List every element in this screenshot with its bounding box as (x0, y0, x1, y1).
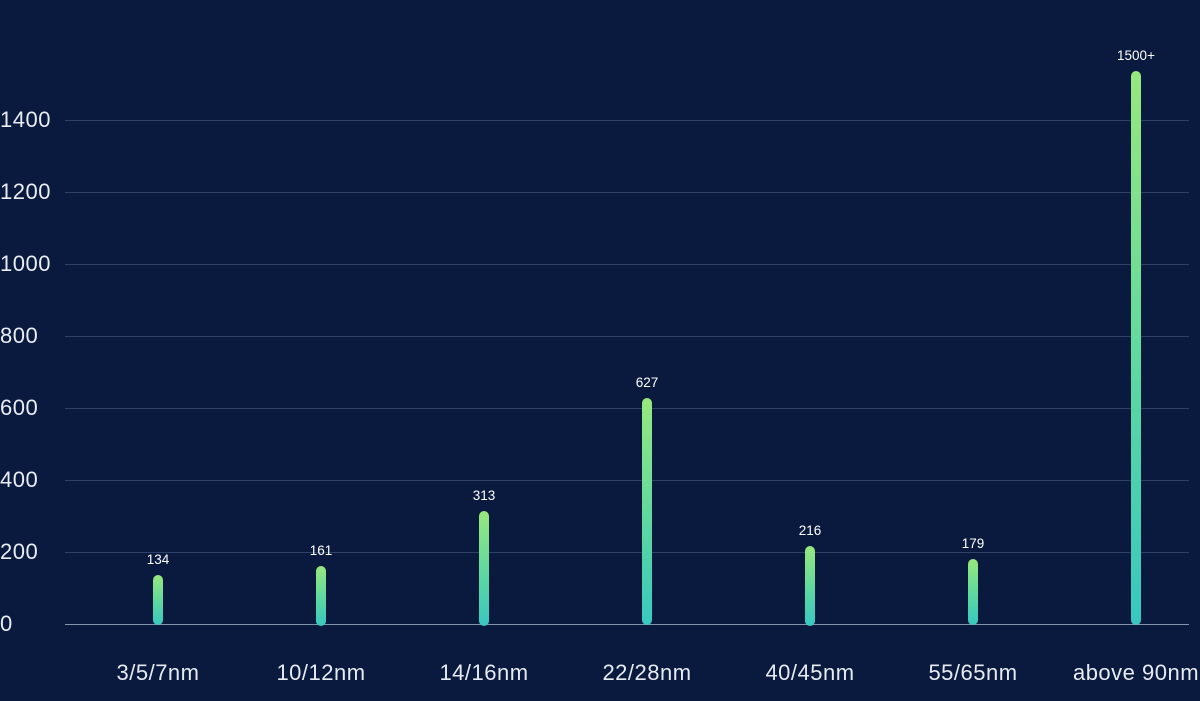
y-tick-label: 400 (0, 467, 39, 492)
bar (316, 566, 326, 626)
x-tick-label: 10/12nm (276, 660, 366, 685)
x-tick-label: 40/45nm (765, 660, 855, 685)
y-tick-label: 1000 (0, 251, 51, 276)
x-tick-label: 55/65nm (928, 660, 1018, 685)
y-tick-label: 800 (0, 323, 39, 348)
bar-value-label: 179 (961, 536, 985, 551)
gridline (65, 480, 1189, 481)
bar (968, 559, 978, 625)
y-tick-label: 600 (0, 395, 39, 420)
bar (642, 398, 652, 625)
y-tick-label: 200 (0, 539, 39, 564)
bar-value-label: 161 (309, 543, 333, 558)
gridline (65, 192, 1189, 193)
gridline (65, 264, 1189, 265)
x-tick-label: 22/28nm (602, 660, 692, 685)
bar (805, 546, 815, 626)
y-tick-label: 0 (0, 611, 13, 636)
gridline (65, 336, 1189, 337)
bar-value-label: 627 (635, 375, 659, 390)
x-tick-label: 14/16nm (439, 660, 529, 685)
bar-value-label: 216 (798, 523, 822, 538)
bar-value-label: 313 (472, 488, 496, 503)
bar-value-label: 134 (146, 552, 170, 567)
bar-value-label: 1500+ (1117, 48, 1155, 63)
gridline (65, 120, 1189, 121)
y-tick-label: 1200 (0, 179, 51, 204)
x-tick-label: 3/5/7nm (116, 660, 200, 685)
bar (1131, 71, 1141, 625)
gridline (65, 552, 1189, 553)
gridline (65, 408, 1189, 409)
x-tick-label: above 90nm (1072, 660, 1200, 685)
bar (153, 575, 163, 625)
bar (479, 511, 489, 626)
y-tick-label: 1400 (0, 107, 51, 132)
x-axis-baseline (65, 624, 1189, 625)
